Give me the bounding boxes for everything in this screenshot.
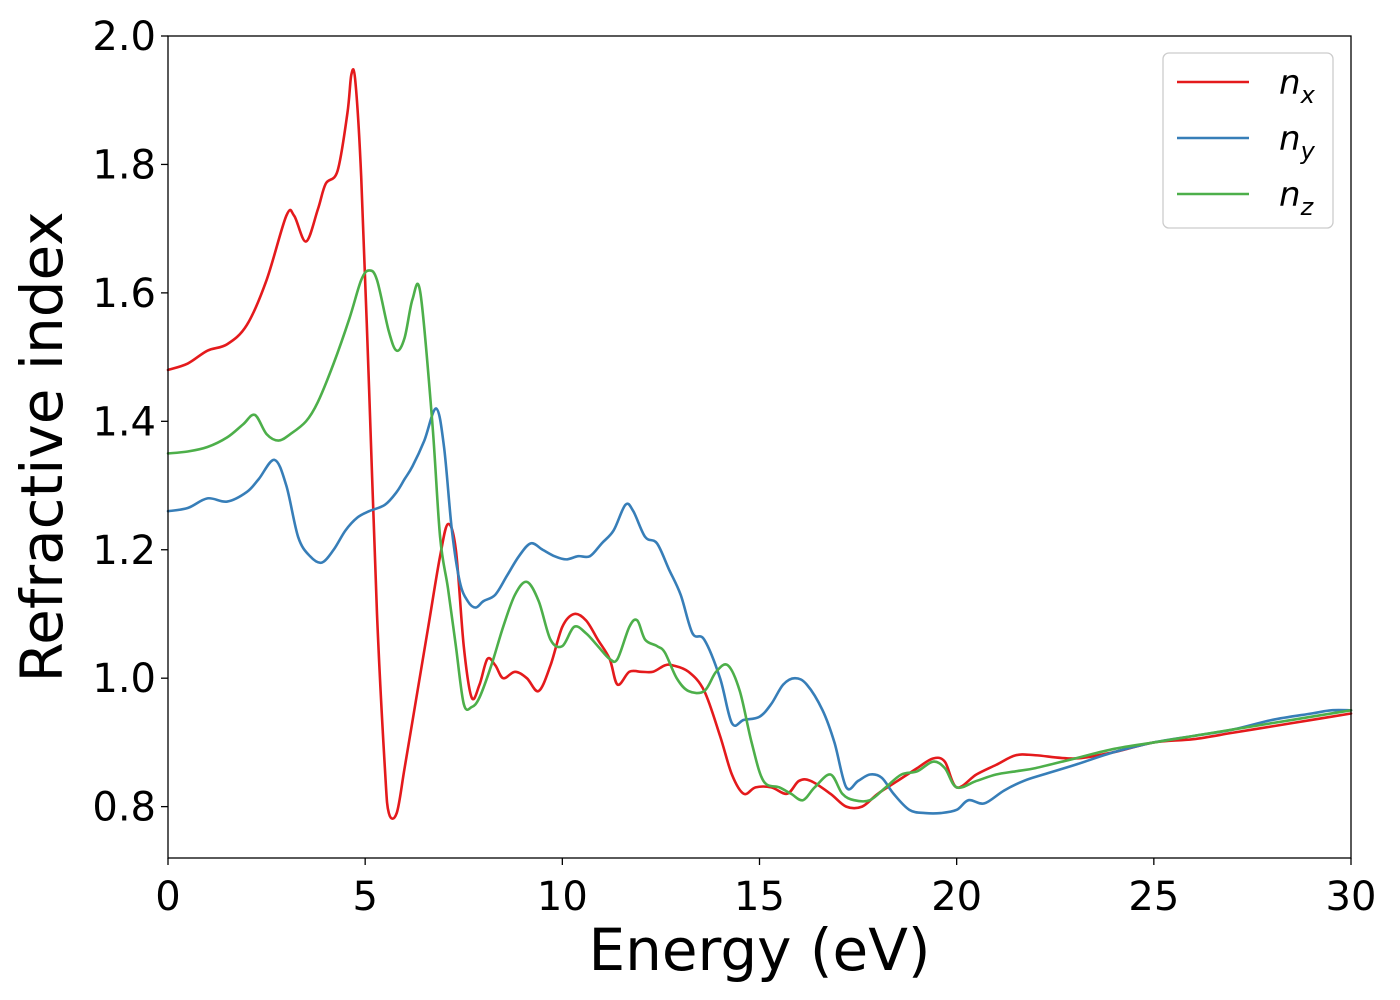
y-tick-label: 1.4 [92, 399, 156, 445]
x-axis: 0 5 10 15 20 25 30 [155, 858, 1376, 920]
y-tick-label: 2.0 [92, 14, 156, 60]
legend-label-x: nx [1279, 63, 1316, 109]
x-tick-label: 0 [155, 874, 180, 920]
x-tick-label: 10 [537, 874, 588, 920]
series-line-z [166, 269, 1353, 803]
y-tick-label: 1.6 [92, 271, 156, 317]
y-axis-label: Refractive index [8, 211, 76, 682]
y-tick-label: 1.8 [92, 142, 156, 188]
x-tick-label: 30 [1326, 874, 1377, 920]
plot-background [168, 36, 1351, 858]
legend-label-z: nz [1279, 175, 1315, 221]
x-tick-label: 15 [734, 874, 785, 920]
x-tick-label: 20 [931, 874, 982, 920]
legend-box [1162, 52, 1334, 229]
legend-label-y: ny [1279, 119, 1316, 165]
y-axis: 0.8 1.0 1.2 1.4 1.6 1.8 2.0 [92, 14, 168, 831]
x-tick-label: 5 [352, 874, 377, 920]
series-layer [166, 68, 1353, 820]
x-axis-label: Energy (eV) [588, 916, 930, 984]
y-tick-label: 0.8 [92, 785, 156, 831]
legend: nx ny nz [1162, 52, 1334, 229]
y-tick-label: 1.0 [92, 656, 156, 702]
y-tick-label: 1.2 [92, 528, 156, 574]
series-line-x [166, 68, 1353, 820]
series-line-y [166, 407, 1353, 815]
x-tick-label: 25 [1128, 874, 1179, 920]
